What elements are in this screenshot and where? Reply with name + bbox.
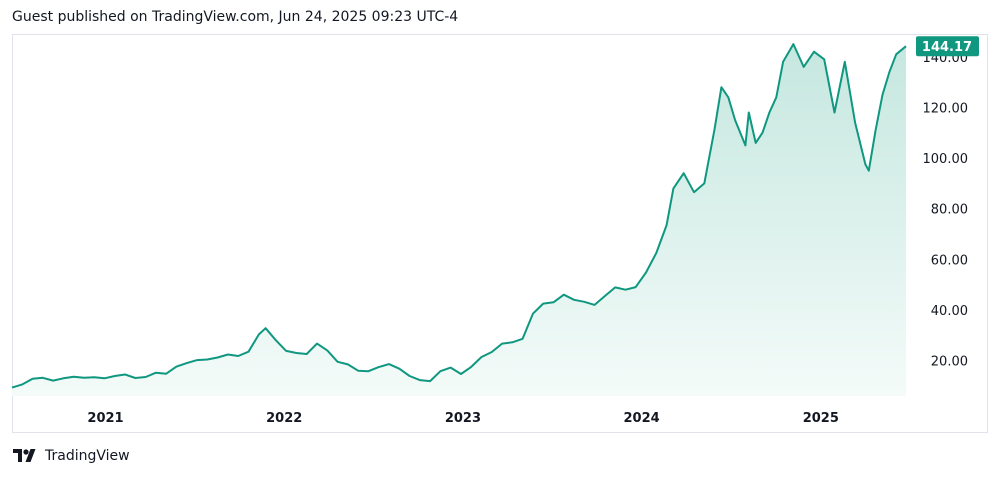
- y-tick-label: 20.00: [931, 355, 968, 370]
- tradingview-brand-text: TradingView: [45, 448, 130, 464]
- x-tick-label: 2022: [266, 411, 302, 426]
- y-tick-label: 60.00: [931, 253, 968, 268]
- x-tick-label: 2023: [445, 411, 481, 426]
- publish-info: Guest published on TradingView.com, Jun …: [12, 9, 459, 25]
- x-tick-label: 2025: [803, 411, 839, 426]
- y-tick-label: 100.00: [923, 152, 969, 167]
- x-tick-label: 2024: [624, 411, 660, 426]
- y-tick-label: 40.00: [931, 304, 968, 319]
- last-price-label: 144.17: [916, 36, 979, 57]
- y-tick-label: 120.00: [923, 101, 969, 116]
- x-tick-label: 2021: [87, 411, 123, 426]
- price-series-line[interactable]: [11, 43, 907, 389]
- y-tick-label: 80.00: [931, 203, 968, 218]
- footer-brand[interactable]: TradingView: [13, 447, 130, 465]
- last-price-value: 144.17: [922, 40, 972, 55]
- chart-frame: [12, 34, 988, 433]
- tradingview-logo-icon: [13, 449, 36, 462]
- last-price-badge: [916, 36, 979, 57]
- price-area-fill: [12, 44, 906, 396]
